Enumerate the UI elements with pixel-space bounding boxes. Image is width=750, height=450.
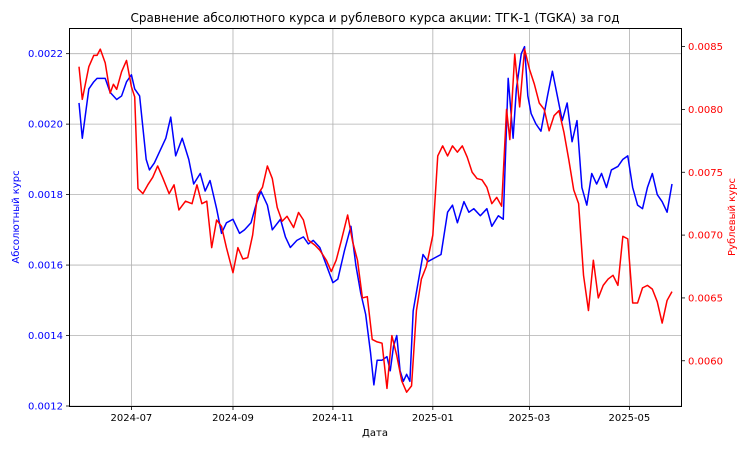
left-y-tick-label: 0.0012: [28, 402, 63, 413]
right-y-tick-label: 0.0060: [688, 356, 723, 367]
x-axis-label: Дата: [362, 428, 388, 439]
left-y-tick-label: 0.0018: [28, 190, 63, 201]
x-tick-label: 2024-07: [111, 413, 153, 424]
x-tick-label: 2024-09: [212, 413, 254, 424]
right-y-tick-label: 0.0085: [688, 42, 723, 53]
chart-title: Сравнение абсолютного курса и рублевого …: [130, 11, 619, 25]
plot-frame: [69, 28, 682, 407]
right-y-tick-label: 0.0065: [688, 293, 723, 304]
left-axis-label: Абсолютный курс: [11, 170, 22, 263]
left-y-tick-label: 0.0016: [28, 261, 63, 272]
left-y-tick-label: 0.0020: [28, 120, 63, 131]
ruble-price-line: [78, 48, 673, 393]
x-tick-label: 2025-03: [509, 413, 551, 424]
right-y-tick-label: 0.0075: [688, 168, 723, 179]
left-y-tick-label: 0.0014: [28, 331, 63, 342]
absolute-price-line: [78, 45, 673, 386]
axes: 2024-07 2024-09 2024-11 2025-01 2025-03 2025-…: [28, 42, 723, 424]
right-axis-label: Рублевый курс: [727, 178, 738, 256]
x-tick-label: 2025-05: [609, 413, 651, 424]
x-tick-label: 2024-11: [312, 413, 354, 424]
x-tick-label: 2025-01: [412, 413, 454, 424]
right-y-tick-label: 0.0080: [688, 105, 723, 116]
right-y-tick-label: 0.0070: [688, 231, 723, 242]
left-y-tick-label: 0.0022: [28, 49, 63, 60]
series-lines: [78, 45, 673, 393]
